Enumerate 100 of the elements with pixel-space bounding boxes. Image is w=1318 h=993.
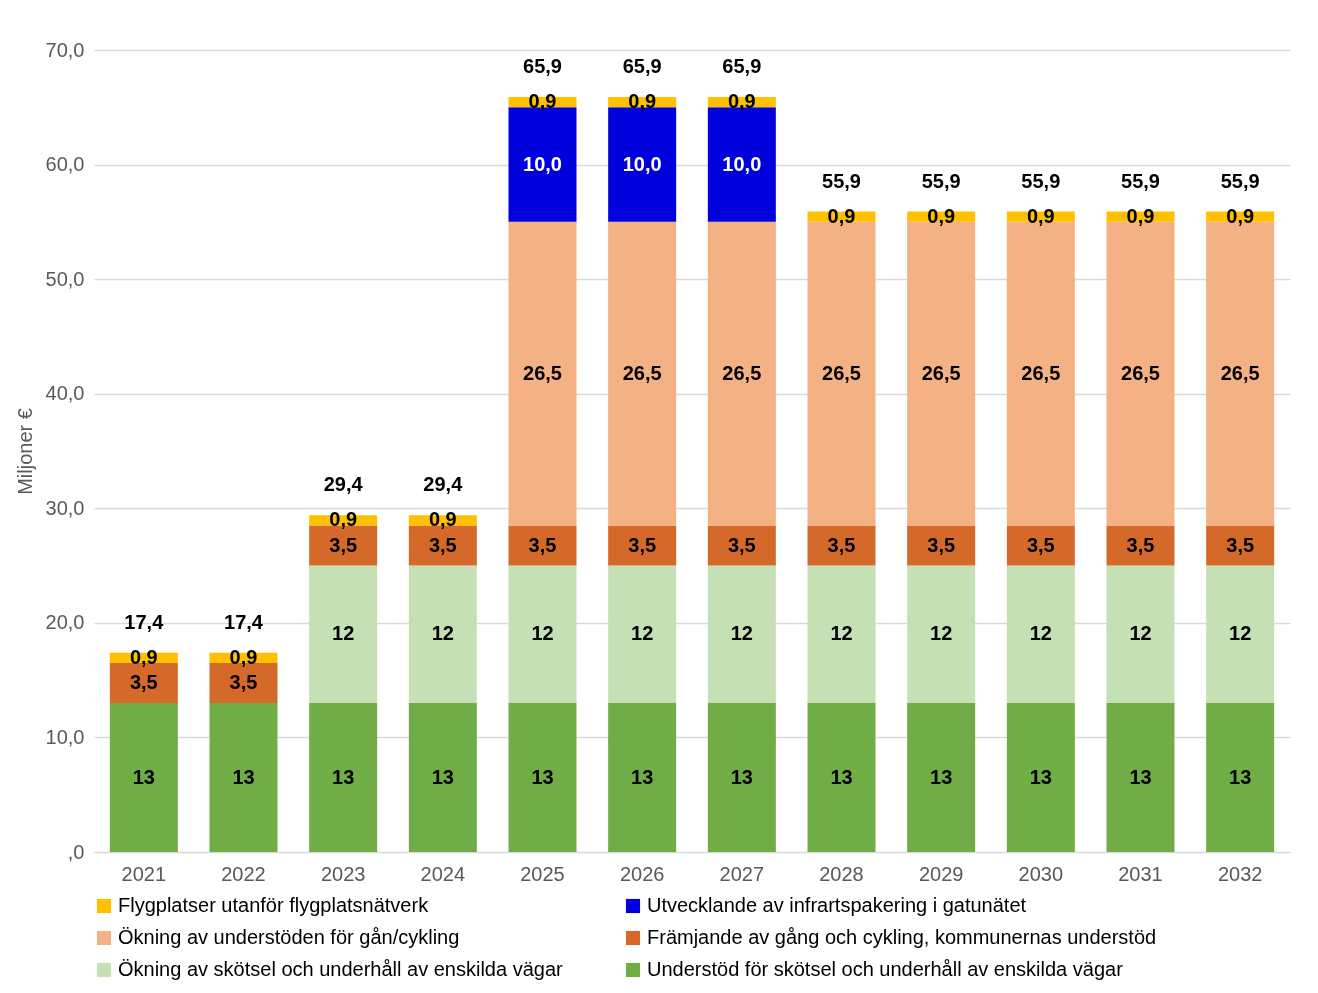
data-label: 12	[332, 622, 355, 645]
total-label: 55,9	[921, 169, 961, 192]
data-label: 12	[531, 622, 554, 645]
x-tick-label: 2027	[719, 862, 765, 885]
bar	[608, 703, 677, 852]
bar	[1206, 525, 1275, 566]
data-label: 12	[1129, 622, 1152, 645]
total-label: 55,9	[822, 169, 861, 192]
legend-label: Ökning av skötsel och underhåll av enskilda vägar	[118, 958, 564, 980]
x-tick-label: 2021	[121, 862, 167, 885]
data-label: 12	[930, 622, 953, 645]
data-label: 3,5	[1026, 533, 1055, 556]
data-label: 3,5	[229, 671, 258, 694]
bar	[907, 565, 976, 704]
bar	[807, 525, 876, 566]
data-label: 12	[431, 622, 454, 645]
data-label: 13	[1029, 765, 1052, 788]
bar	[608, 221, 677, 526]
bar	[508, 525, 577, 566]
data-label: 0,9	[628, 90, 657, 113]
data-label: 0,9	[1226, 204, 1255, 227]
data-label: 13	[830, 765, 853, 788]
legend-label: Ökning av understöden för gån/cykling	[118, 926, 460, 948]
data-label: 3,5	[1126, 533, 1155, 556]
data-label: 0,9	[727, 90, 756, 113]
y-tick-label: 70,0	[45, 38, 85, 61]
data-label: 3,5	[329, 533, 358, 556]
total-label: 29,4	[323, 473, 364, 496]
data-label: 0,9	[927, 204, 956, 227]
data-label: 3,5	[428, 533, 457, 556]
data-label: 10,0	[722, 152, 762, 175]
x-tick-label: 2026	[619, 862, 665, 885]
y-axis-title: Miljoner €	[13, 408, 36, 495]
data-label: 13	[431, 765, 454, 788]
bar	[109, 703, 178, 852]
data-label: 3,5	[628, 533, 657, 556]
total-label: 17,4	[124, 610, 165, 633]
bar	[608, 565, 677, 704]
bar	[1206, 565, 1275, 704]
bar	[309, 703, 378, 852]
total-label: 29,4	[423, 473, 464, 496]
legend-label: Främjande av gång och cykling, kommunernas understöd	[647, 926, 1157, 948]
data-label: 0,9	[1026, 204, 1055, 227]
bar	[1006, 525, 1075, 566]
data-label: 3,5	[727, 533, 756, 556]
bar	[1106, 525, 1175, 566]
bar	[508, 565, 577, 704]
y-tick-label: 20,0	[45, 611, 85, 634]
legend-label: Flygplatser utanför flygplatsnätverk	[118, 894, 430, 916]
data-label: 12	[631, 622, 654, 645]
data-label: 12	[1029, 622, 1052, 645]
data-label: 26,5	[921, 361, 961, 384]
data-label: 26,5	[523, 361, 562, 384]
y-tick-label: 50,0	[45, 267, 85, 290]
x-tick-label: 2023	[320, 862, 366, 885]
x-tick-label: 2030	[1018, 862, 1064, 885]
bar	[707, 565, 776, 704]
bar	[707, 525, 776, 566]
data-label: 26,5	[722, 361, 762, 384]
legend-label: Understöd för skötsel och underhåll av enskilda vägar	[647, 958, 1124, 980]
bar	[707, 703, 776, 852]
data-label: 0,9	[827, 204, 856, 227]
bar	[309, 565, 378, 704]
x-tick-label: 2032	[1217, 862, 1263, 885]
x-tick-label: 2024	[420, 862, 466, 885]
total-label: 55,9	[1121, 169, 1160, 192]
y-tick-label: 40,0	[45, 382, 85, 405]
bar	[707, 221, 776, 526]
bar	[807, 565, 876, 704]
data-label: 3,5	[129, 671, 158, 694]
data-label: 26,5	[1121, 361, 1160, 384]
x-tick-label: 2028	[819, 862, 864, 885]
bar	[807, 703, 876, 852]
bar	[1106, 565, 1175, 704]
data-label: 13	[631, 765, 654, 788]
total-label: 65,9	[722, 54, 762, 77]
data-label: 3,5	[827, 533, 856, 556]
data-label: 0,9	[329, 508, 358, 531]
y-tick-label: 10,0	[45, 725, 85, 748]
data-label: 26,5	[822, 361, 861, 384]
x-tick-label: 2031	[1118, 862, 1163, 885]
x-tick-label: 2022	[221, 862, 266, 885]
data-label: 0,9	[528, 90, 557, 113]
data-label: 3,5	[1226, 533, 1255, 556]
data-label: 13	[930, 765, 953, 788]
data-label: 26,5	[1021, 361, 1061, 384]
total-label: 55,9	[1220, 169, 1260, 192]
data-label: 26,5	[1220, 361, 1260, 384]
bar	[508, 221, 577, 526]
bar	[408, 703, 477, 852]
data-label: 10,0	[622, 152, 662, 175]
legend-label: Utvecklande av infrartspakering i gatunätet	[647, 894, 1027, 916]
data-label: 12	[830, 622, 853, 645]
bar	[1006, 703, 1075, 852]
data-label: 0,9	[428, 508, 457, 531]
x-tick-label: 2025	[520, 862, 565, 885]
total-label: 55,9	[1021, 169, 1061, 192]
data-label: 3,5	[528, 533, 557, 556]
data-label: 10,0	[523, 152, 562, 175]
data-label: 13	[1229, 765, 1252, 788]
